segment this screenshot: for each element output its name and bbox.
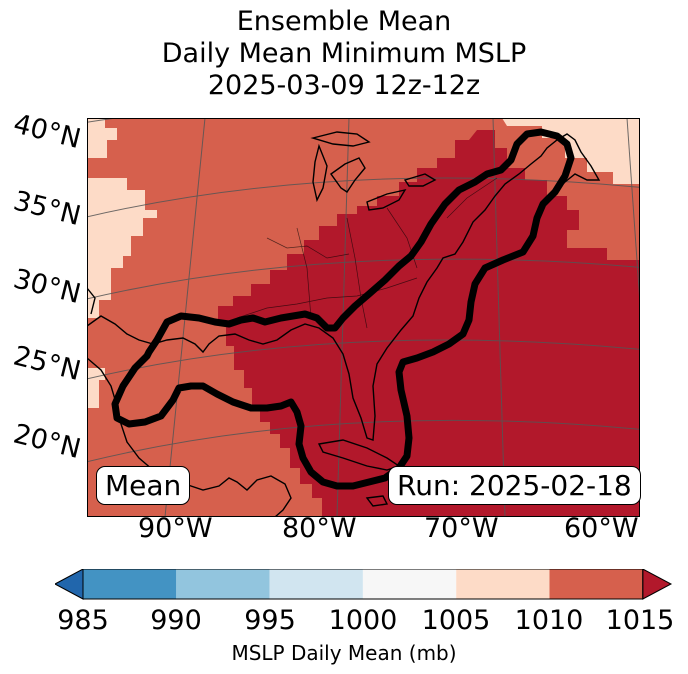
lat-label-20n: 20°N: [10, 418, 84, 466]
colorbar-under-arrow: [55, 569, 84, 600]
run-date-box: Run: 2025-02-18: [388, 466, 641, 505]
colorbar-tick-995: 995: [244, 605, 296, 636]
lat-label-30n: 30°N: [10, 263, 84, 311]
map-area: [87, 118, 640, 517]
colorbar-tick-985: 985: [57, 605, 109, 636]
lon-label-90w: 90°W: [138, 513, 213, 544]
contour-1015: [111, 128, 575, 490]
colorbar-tick-1005: 1005: [421, 605, 491, 636]
colorbar-bin-1005-1010: [456, 569, 550, 599]
colorbar-tick-1010: 1010: [514, 605, 584, 636]
mean-label-box: Mean: [96, 466, 191, 505]
colorbar-over-arrow: [642, 569, 673, 600]
title-line-2: Daily Mean Minimum MSLP: [161, 38, 527, 69]
lon-label-80w: 80°W: [282, 513, 357, 544]
title-line-3: 2025-03-09 12z-12z: [207, 70, 481, 101]
map-canvas: [87, 118, 640, 517]
lon-label-60w: 60°W: [564, 513, 639, 544]
graticule: [87, 118, 640, 517]
map-frame: [87, 118, 640, 517]
colorbar: [55, 569, 673, 600]
lon-label-70w: 70°W: [424, 513, 499, 544]
title-line-1: Ensemble Mean: [236, 6, 452, 37]
field-1005-topleft: [87, 118, 117, 158]
colorbar-label: MSLP Daily Mean (mb): [231, 641, 457, 665]
lat-label-35n: 35°N: [10, 185, 84, 233]
colorbar-tick-1015: 1015: [605, 605, 675, 636]
colorbar-bin-990-995: [176, 569, 270, 599]
colorbar-bin-1010-1015: [549, 569, 643, 599]
colorbar-tick-990: 990: [150, 605, 202, 636]
lat-label-40n: 40°N: [10, 108, 84, 156]
borders: [236, 177, 498, 329]
colorbar-tick-1000: 1000: [328, 605, 398, 636]
colorbar-bin-985-990: [83, 569, 177, 599]
lat-label-25n: 25°N: [10, 340, 84, 388]
colorbar-bin-1000-1005: [362, 569, 457, 599]
colorbar-outline: [82, 569, 644, 600]
colorbar-bin-995-1000: [269, 569, 363, 599]
